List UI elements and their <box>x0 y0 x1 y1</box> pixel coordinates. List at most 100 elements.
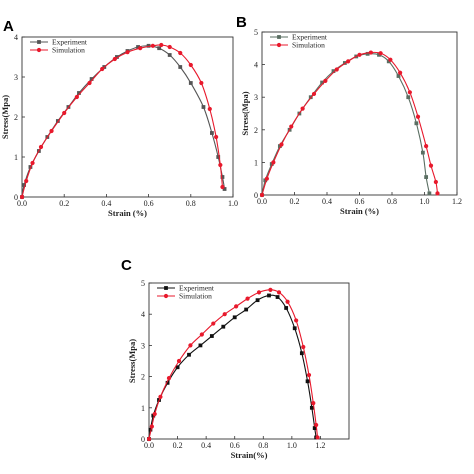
x-tick-label: 0.8 <box>387 197 397 206</box>
x-axis-title: Strain (%) <box>108 208 147 218</box>
series-simulation <box>19 42 225 200</box>
data-point <box>415 114 421 119</box>
data-point <box>188 343 193 348</box>
data-point <box>398 70 403 75</box>
series-simulation <box>259 50 440 198</box>
series-experiment <box>20 43 227 199</box>
data-point <box>306 372 312 378</box>
data-point <box>152 411 157 417</box>
data-point <box>199 80 204 86</box>
data-point <box>146 436 152 442</box>
data-point <box>188 62 193 68</box>
data-point <box>22 183 27 187</box>
y-tick-label: 3 <box>141 341 145 350</box>
x-tick-label: 0.6 <box>144 199 154 208</box>
series-line <box>21 44 223 198</box>
x-tick-label: 0.0 <box>257 197 267 206</box>
data-point <box>314 422 319 428</box>
data-point <box>158 394 163 399</box>
data-point <box>315 435 320 440</box>
data-point <box>420 150 425 155</box>
series-line <box>261 51 439 196</box>
x-tick-label: 0.4 <box>322 197 332 206</box>
data-point <box>368 50 373 55</box>
x-tick-label: 0.4 <box>201 441 211 450</box>
panel-label: C <box>121 257 132 274</box>
data-point <box>311 91 317 97</box>
data-point <box>216 155 221 159</box>
series-line <box>21 45 226 198</box>
data-point <box>309 405 314 410</box>
data-point <box>378 51 383 56</box>
data-point <box>284 306 289 310</box>
data-point <box>74 94 79 100</box>
y-tick-label: 2 <box>141 373 145 382</box>
x-tick-label: 0.0 <box>144 441 154 450</box>
legend-label: Experiment <box>52 38 88 47</box>
y-tick-label: 5 <box>141 279 145 288</box>
data-point <box>292 326 297 331</box>
plot-frame <box>148 282 350 440</box>
y-tick-label: 4 <box>254 61 258 70</box>
x-tick-label: 0.8 <box>258 441 268 450</box>
data-point <box>424 144 429 149</box>
data-point <box>245 296 250 301</box>
x-tick-label: 0.4 <box>101 199 111 208</box>
x-axis-title: Strain(%) <box>231 450 268 460</box>
data-point <box>100 66 105 72</box>
data-point <box>365 51 370 56</box>
data-point <box>377 52 381 57</box>
data-point <box>277 144 282 148</box>
data-point <box>211 321 216 326</box>
y-tick-label: 1 <box>14 153 18 162</box>
data-point <box>209 334 214 338</box>
data-point <box>157 46 162 51</box>
data-point <box>300 106 305 111</box>
data-point <box>146 43 151 48</box>
data-point <box>112 56 117 62</box>
series-line <box>148 289 319 440</box>
y-axis-title: Stress(Mpa) <box>127 339 137 383</box>
data-point <box>357 52 362 57</box>
legend-label: Experiment <box>179 284 215 293</box>
data-point <box>276 290 282 295</box>
data-point <box>285 299 290 304</box>
data-point <box>30 160 35 166</box>
data-point <box>320 80 325 85</box>
data-point <box>407 90 412 95</box>
data-point <box>19 194 25 200</box>
data-point <box>138 46 143 51</box>
x-tick-label: 1.2 <box>452 197 462 206</box>
y-tick-label: 1 <box>141 404 145 413</box>
data-point <box>435 191 440 196</box>
chart-panel-c: C 0.0 0.2 0.4 0.6 0.8 1.0 1.2 0 1 2 3 4 5 Strain(%) Str… <box>121 257 350 460</box>
data-point <box>255 298 260 303</box>
data-point <box>220 175 225 179</box>
legend-marker <box>277 35 281 39</box>
data-point <box>268 287 273 292</box>
data-point <box>232 315 237 320</box>
data-point <box>149 424 154 429</box>
data-point <box>275 295 280 299</box>
data-point <box>115 55 119 59</box>
data-point <box>38 144 44 150</box>
data-point <box>323 78 328 83</box>
series-line <box>148 294 317 440</box>
y-tick-label: 1 <box>254 158 258 167</box>
data-point <box>159 42 164 48</box>
data-point <box>198 343 203 348</box>
data-point <box>259 192 265 198</box>
data-point <box>188 81 193 85</box>
data-point <box>220 184 225 190</box>
data-point <box>178 50 183 56</box>
data-point <box>346 59 351 64</box>
data-point <box>24 178 29 184</box>
data-point <box>77 91 81 95</box>
x-tick-label: 1.0 <box>420 197 430 206</box>
data-point <box>136 45 140 49</box>
y-tick-label: 2 <box>254 126 258 135</box>
data-point <box>427 191 432 196</box>
